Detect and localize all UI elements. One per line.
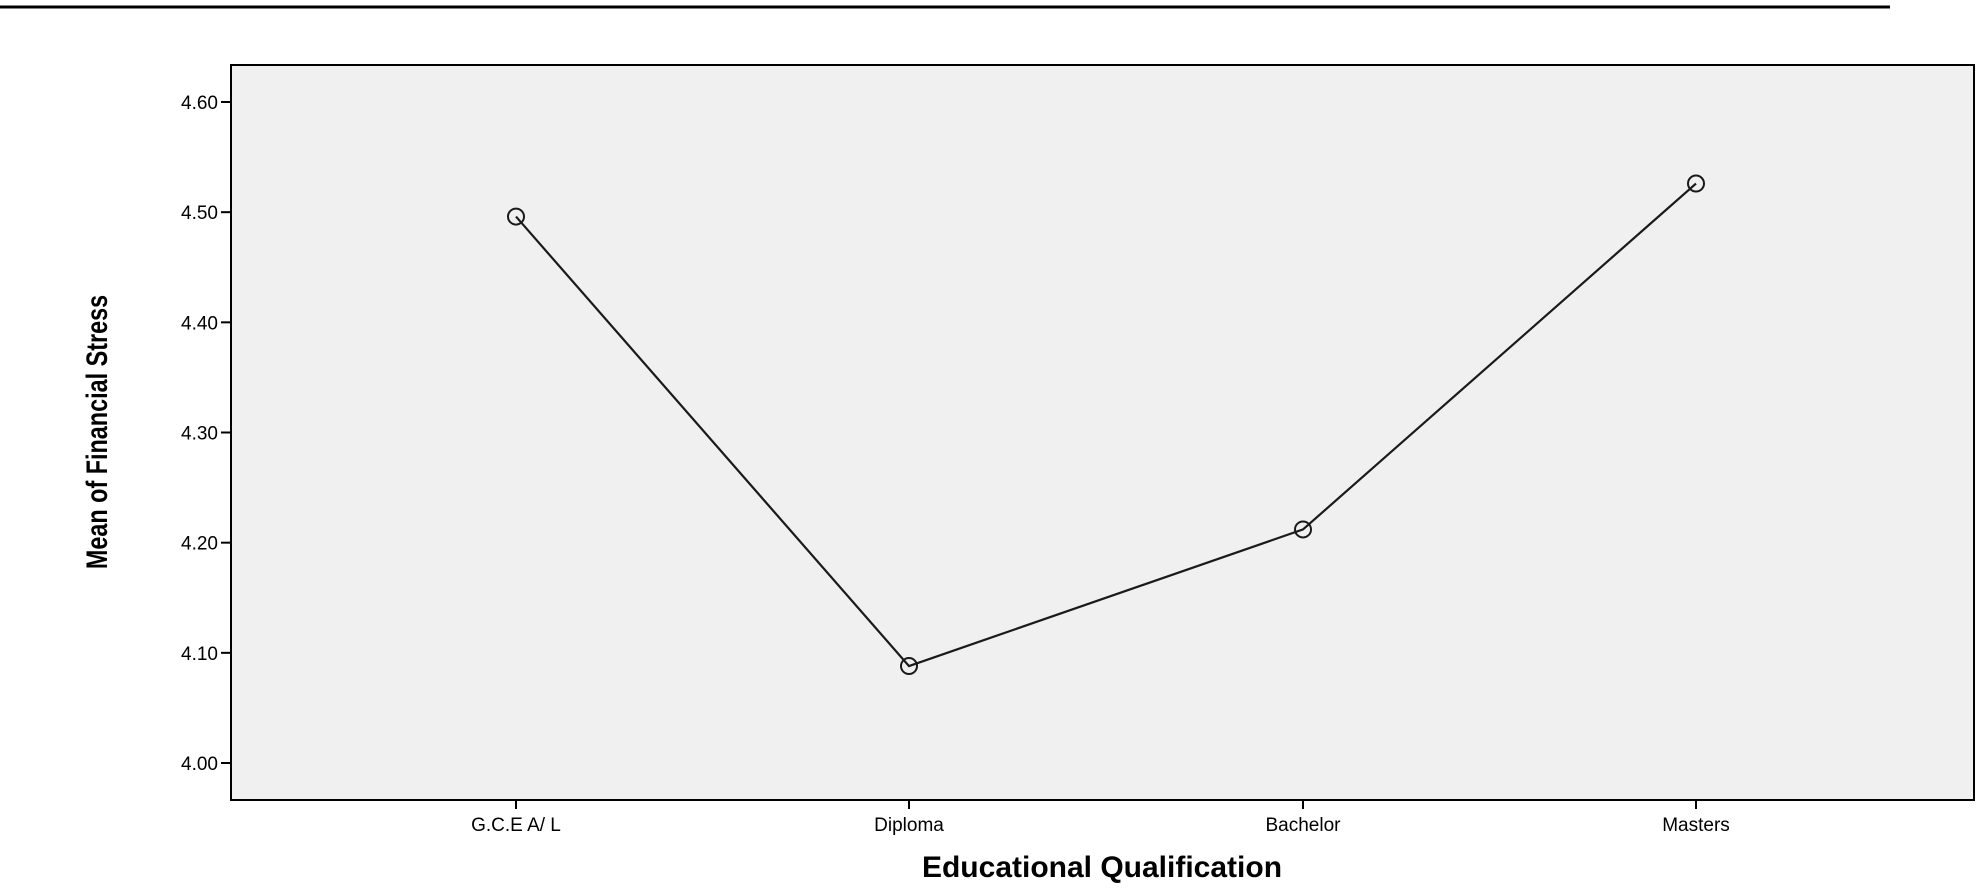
y-tick-label: 4.20 <box>181 534 218 555</box>
y-axis: 4.00 4.10 4.20 4.30 4.40 4.50 4.60 <box>181 93 231 775</box>
y-axis-title: Mean of Financial Stress <box>80 295 113 569</box>
data-point-marker <box>1294 520 1312 539</box>
data-series <box>507 174 1705 676</box>
x-tick-label: Diploma <box>874 815 944 836</box>
y-tick-label: 4.10 <box>181 644 218 665</box>
y-tick-label: 4.00 <box>181 754 218 775</box>
x-tick-label: Masters <box>1662 815 1730 836</box>
x-tick-label: Bachelor <box>1266 815 1342 836</box>
x-tick-label: G.C.E A/ L <box>471 815 561 836</box>
y-tick-label: 4.50 <box>181 203 218 224</box>
series-line <box>515 182 1697 668</box>
y-tick-label: 4.60 <box>181 93 218 114</box>
data-point-marker <box>900 657 918 676</box>
data-point-marker <box>507 207 525 226</box>
x-axis-title: Educational Qualification <box>922 851 1282 884</box>
data-point-marker <box>1687 174 1705 193</box>
plot-area <box>230 64 1975 801</box>
y-tick-label: 4.40 <box>181 313 218 334</box>
x-axis: G.C.E A/ L Diploma Bachelor Masters <box>471 800 1730 836</box>
y-tick-label: 4.30 <box>181 424 218 445</box>
